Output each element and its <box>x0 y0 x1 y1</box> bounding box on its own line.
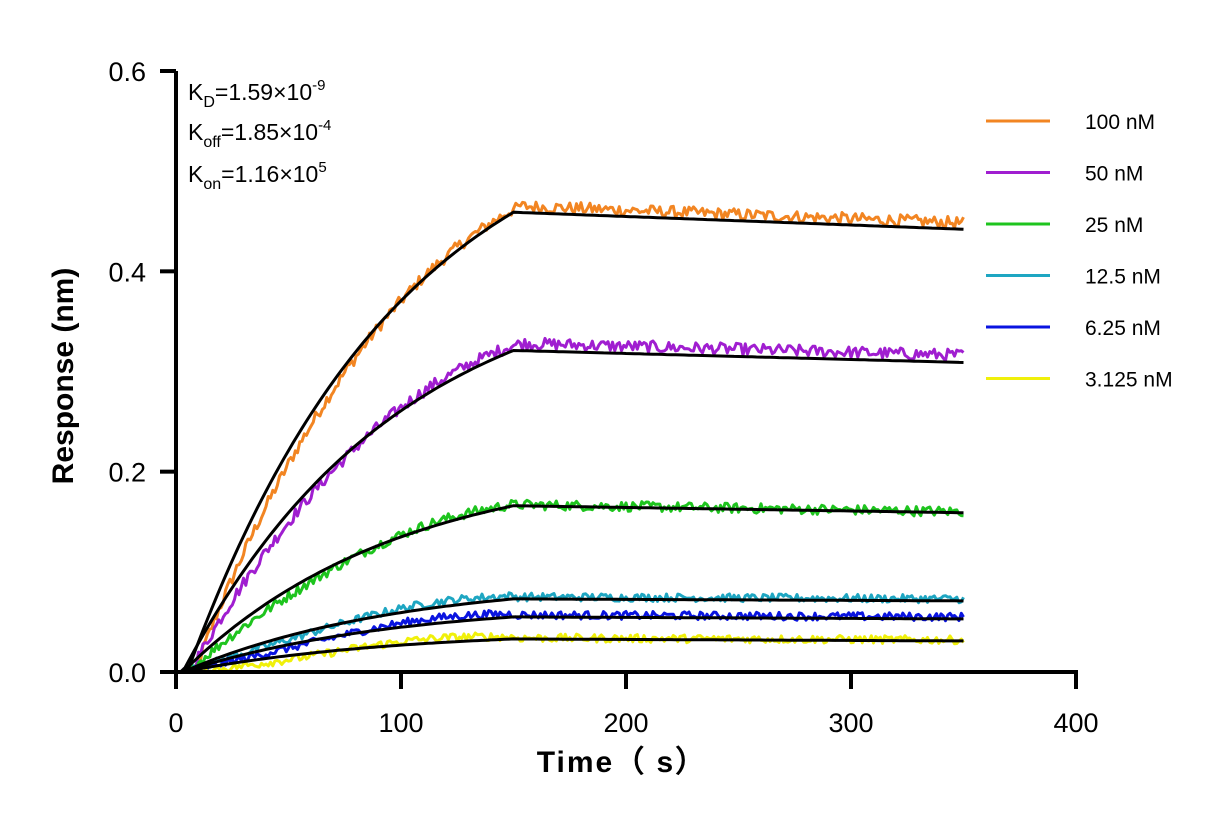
legend-label: 25 nM <box>1085 214 1143 237</box>
x-axis-title: Time（ s） <box>537 745 708 779</box>
fit-line-0 <box>176 210 964 674</box>
y-tick-label: 0.4 <box>108 257 146 287</box>
fit-line-3 <box>176 597 964 674</box>
y-tick-label: 0.2 <box>108 458 146 488</box>
fit-line-2 <box>176 504 964 674</box>
legend-label: 3.125 nM <box>1085 369 1173 392</box>
y-axis-title: Response (nm) <box>47 268 80 485</box>
fit-line-1 <box>176 348 964 674</box>
legend-label: 12.5 nM <box>1085 266 1161 289</box>
fit-layer <box>176 210 964 674</box>
series-line-4 <box>182 609 965 674</box>
legend-label: 6.25 nM <box>1085 317 1161 340</box>
kinetic-constants: KD=1.59×10-9 Koff=1.85×10-4 Kon=1.16×105 <box>188 77 331 193</box>
x-ticks: 0 100 200 300 400 <box>168 672 1099 738</box>
legend: 100 nM 50 nM 25 nM 12.5 nM 6.25 nM 3.125 nM <box>986 111 1173 392</box>
kd-annotation: KD=1.59×10-9 <box>188 77 325 111</box>
y-ticks: 0.0 0.2 0.4 0.6 <box>108 57 176 688</box>
legend-label: 50 nM <box>1085 163 1143 186</box>
y-tick-label: 0.0 <box>108 658 146 688</box>
kon-annotation: Kon=1.16×105 <box>188 159 327 193</box>
x-tick-label: 0 <box>168 708 183 738</box>
x-tick-label: 100 <box>378 708 423 738</box>
koff-annotation: Koff=1.85×10-4 <box>188 117 331 151</box>
series-line-2 <box>181 498 964 673</box>
fit-line-4 <box>176 615 964 674</box>
y-tick-label: 0.6 <box>108 57 146 87</box>
series-line-0 <box>186 200 965 674</box>
x-tick-label: 400 <box>1053 708 1098 738</box>
x-tick-label: 300 <box>828 708 873 738</box>
series-line-1 <box>182 336 965 674</box>
fit-line-5 <box>176 637 964 674</box>
x-tick-label: 200 <box>603 708 648 738</box>
legend-label: 100 nM <box>1085 111 1155 134</box>
